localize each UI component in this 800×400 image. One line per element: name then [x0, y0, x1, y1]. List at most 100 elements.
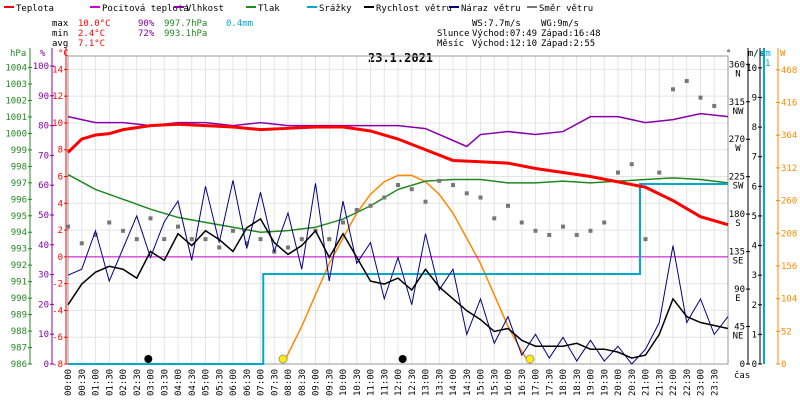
percent-axis-tick-label: 60 [38, 181, 49, 191]
x-tick-label: 01:30 [105, 369, 115, 396]
hpa-axis-tick-label: 993 [11, 245, 27, 255]
wind-dir-point [451, 183, 455, 188]
direction-axis-tick-label: 135 [729, 248, 745, 258]
x-tick-label: 15:00 [477, 369, 487, 396]
hpa-axis-tick-label: 1002 [5, 96, 27, 106]
celsius-axis-tick-label: 12 [52, 92, 63, 102]
wind-dir-point [382, 195, 387, 200]
direction-compass-label: W [735, 144, 741, 154]
solar-axis-tick-label: 468 [781, 66, 797, 76]
wind-dir-point [712, 103, 717, 108]
celsius-axis-tick-label: 8 [58, 146, 63, 156]
solar-axis-tick-label: 364 [781, 131, 797, 141]
wind-axis-tick-label: 0 [752, 360, 757, 370]
x-tick-label: 02:30 [133, 369, 143, 396]
x-tick-label: 22:00 [669, 369, 679, 396]
wind-dir-point [66, 224, 70, 229]
x-tick-label: 03:00 [147, 369, 157, 396]
x-tick-label: 10:30 [353, 369, 363, 396]
x-tick-label: 04:00 [174, 369, 184, 396]
wind-dir-point [327, 237, 332, 242]
wind-dir-point [437, 178, 442, 183]
temperature-line [66, 122, 729, 227]
celsius-axis-tick-label: 6 [58, 173, 63, 183]
x-tick-label: 14:00 [449, 369, 459, 396]
celsius-axis-tick-label: 2 [58, 226, 63, 236]
stats-avg-label: avg [52, 39, 68, 49]
rain-line [68, 183, 728, 365]
x-tick-label: 18:00 [559, 369, 569, 396]
legend-label: Náraz větru [461, 4, 521, 14]
legend-label: Teplota [16, 4, 54, 14]
wind-dir-point [299, 237, 304, 242]
astro-block: WS:7.7m/s WG:9m/s Slunce Východ:07:49 Zá… [437, 19, 601, 49]
hpa-axis-tick-label: 992 [11, 261, 27, 271]
axes: 9869879889899909919929939949959969979989… [5, 48, 797, 370]
chart-title: 23.1.2021 [368, 51, 433, 65]
wind-speed-line [67, 217, 729, 359]
x-tick-label: 13:00 [422, 369, 432, 396]
celsius-axis-tick-label: 14 [52, 65, 63, 75]
x-tick-label: 11:00 [367, 369, 377, 396]
x-tick-label: 16:30 [518, 369, 528, 396]
wind-dir-point [162, 237, 167, 242]
wind-dir-point [258, 237, 263, 242]
direction-compass-label: E [735, 294, 740, 304]
hpa-axis-tick-label: 1001 [5, 113, 27, 123]
wind-dir-point [286, 245, 290, 250]
wind-axis-tick-label: 2 [752, 301, 757, 311]
wind-dir-point [519, 220, 524, 225]
hpa-axis-tick-label: 1003 [5, 80, 27, 90]
wind-dir-point [148, 216, 153, 221]
wind-dir-point [217, 245, 222, 250]
direction-axis-tick-label: 180 [729, 210, 745, 220]
wind-dir-point [134, 237, 139, 242]
percent-axis-tick-label: 90 [38, 92, 49, 102]
axis-unit-label: m/s [748, 49, 764, 59]
percent-axis-tick-label: 80 [38, 122, 49, 132]
x-tick-label: 00:00 [64, 369, 74, 396]
celsius-axis-tick-label: -8 [52, 360, 63, 370]
wind-dir-point [231, 228, 235, 233]
wind-dir-point [698, 95, 703, 100]
x-tick-label: 08:00 [284, 369, 294, 396]
solar-axis-tick-label: 156 [781, 262, 797, 272]
x-tick-label: 03:30 [160, 369, 170, 396]
wind-dir-point [657, 170, 662, 175]
moonrise-marker [398, 355, 407, 363]
x-tick-label: 21:30 [655, 369, 665, 396]
x-tick-label: 02:00 [119, 369, 129, 396]
wind-axis-tick-label: 1 [752, 330, 757, 340]
celsius-axis-tick-label: 4 [58, 199, 63, 209]
stats-min-press: 993.1hPa [164, 29, 207, 39]
wind-gust-line [67, 180, 729, 365]
wind-dir-point [561, 224, 565, 229]
wind-axis-tick-label: 10 [746, 64, 757, 74]
direction-compass-label: N [735, 69, 740, 79]
x-tick-label: 06:00 [229, 369, 239, 396]
wind-dir-point [93, 232, 98, 237]
wind-dir-point [629, 162, 634, 167]
wind-dir-point [602, 220, 607, 225]
percent-axis-tick-label: 40 [38, 241, 49, 251]
x-tick-label: 07:00 [257, 369, 267, 396]
hpa-axis-tick-label: 1000 [5, 129, 27, 139]
moon-rise: Východ:12:10 [472, 39, 537, 49]
plot-area [66, 78, 729, 365]
x-tick-label: 12:00 [394, 369, 404, 396]
wind-axis-tick-label: 8 [752, 123, 757, 133]
legend-label: Srážky [319, 4, 352, 14]
solar-axis-tick-label: 52 [781, 327, 792, 337]
x-tick-label: 16:00 [504, 369, 514, 396]
x-tick-label: 19:30 [600, 369, 610, 396]
x-tick-label: 11:30 [380, 369, 390, 396]
celsius-axis-tick-label: -6 [52, 333, 63, 343]
axis-unit-label: hPa [10, 49, 26, 59]
percent-axis-tick-label: 0 [44, 360, 49, 370]
wind-axis-tick-label: 7 [752, 153, 757, 163]
wind-dir-point [464, 191, 469, 196]
wind-dir-point [588, 228, 593, 233]
wind-dir-point [396, 183, 400, 188]
stats-max-rain: 0.4mm [226, 19, 253, 29]
direction-axis-tick-label: 360 [729, 60, 745, 70]
